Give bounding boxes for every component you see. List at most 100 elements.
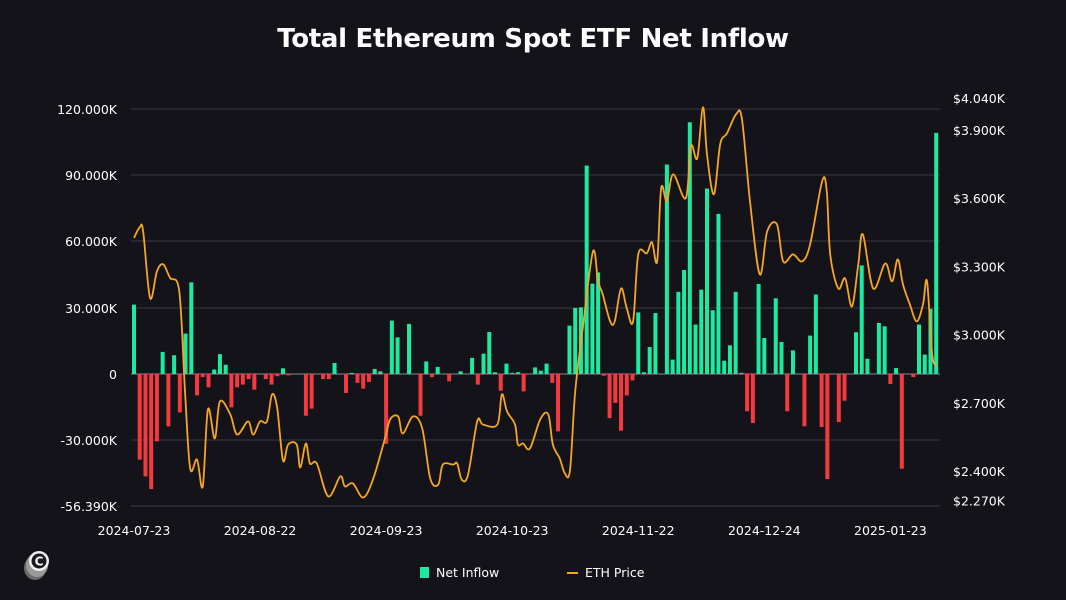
svg-text:C: C — [35, 555, 44, 569]
net-inflow-bar — [682, 270, 687, 374]
net-inflow-bar — [389, 320, 394, 374]
left-axis-tick-label: -30.000K — [61, 433, 118, 448]
net-inflow-bar — [229, 374, 234, 408]
net-inflow-bar — [836, 374, 841, 423]
net-inflow-bar — [487, 332, 492, 374]
legend-net-inflow[interactable]: Net Inflow — [420, 565, 499, 580]
net-inflow-bar — [269, 374, 274, 385]
net-inflow-bar — [395, 337, 400, 374]
net-inflow-bar — [819, 374, 824, 427]
net-inflow-bar — [492, 372, 497, 374]
net-inflow-bar — [246, 374, 251, 380]
net-inflow-bar — [533, 367, 538, 374]
net-inflow-bar — [275, 374, 280, 377]
net-inflow-bar — [447, 374, 452, 382]
x-axis-tick-label: 2025-01-23 — [854, 523, 927, 538]
right-axis-tick-label: $3.900K — [953, 123, 1006, 138]
right-axis-tick-label: $3.600K — [953, 191, 1006, 206]
net-inflow-bar — [366, 374, 371, 382]
net-inflow-bar — [773, 298, 778, 374]
net-inflow-bar — [670, 359, 675, 374]
net-inflow-bar — [596, 272, 601, 374]
net-inflow-bar — [894, 368, 899, 374]
net-inflow-bar — [263, 374, 268, 380]
legend-swatch-eth-price — [567, 571, 578, 574]
net-inflow-bar — [286, 374, 291, 376]
net-inflow-bar — [332, 362, 337, 374]
net-inflow-bar — [859, 265, 864, 374]
net-inflow-bar — [349, 372, 354, 374]
net-inflow-bar — [601, 374, 606, 376]
net-inflow-bar — [384, 374, 389, 444]
legend-eth-price[interactable]: ETH Price — [567, 565, 644, 580]
left-axis-tick-label: 90.000K — [65, 168, 118, 183]
net-inflow-bar — [653, 313, 658, 374]
net-inflow-bar — [183, 333, 188, 374]
net-inflow-bar — [235, 374, 240, 388]
net-inflow-bar — [790, 350, 795, 374]
net-inflow-bar — [739, 372, 744, 374]
net-inflow-bar — [922, 354, 927, 374]
left-axis-tick-label: 30.000K — [65, 301, 118, 316]
net-inflow-bar — [745, 374, 750, 412]
net-inflow-bar — [521, 374, 526, 392]
net-inflow-bar — [515, 372, 520, 374]
net-inflow-bar — [624, 374, 629, 396]
x-axis-tick-label: 2024-08-22 — [224, 523, 297, 538]
net-inflow-bar — [750, 374, 755, 424]
net-inflow-bar — [475, 374, 480, 385]
net-inflow-bar — [137, 374, 142, 460]
net-inflow-bar — [813, 294, 818, 374]
net-inflow-bar — [510, 372, 515, 374]
net-inflow-bar — [550, 374, 555, 383]
net-inflow-bar — [132, 304, 136, 374]
net-inflow-bar — [217, 354, 222, 374]
net-inflow-bar — [252, 374, 257, 390]
net-inflow-bar — [372, 368, 377, 374]
net-inflow-bar — [160, 351, 165, 374]
right-axis-tick-label: $2.400K — [953, 464, 1006, 479]
net-inflow-bar — [189, 282, 194, 374]
net-inflow-bar — [177, 374, 182, 413]
legend-label-net-inflow: Net Inflow — [436, 565, 500, 580]
right-axis-tick-label: $4.040K — [953, 91, 1006, 106]
net-inflow-bar — [143, 374, 148, 477]
net-inflow-bar — [825, 374, 830, 480]
net-inflow-bar — [326, 374, 331, 380]
net-inflow-bar — [687, 122, 692, 375]
right-axis-tick-label: $2.700K — [953, 396, 1006, 411]
net-inflow-bar — [166, 374, 171, 427]
net-inflow-bar — [418, 374, 423, 416]
net-inflow-bar — [361, 374, 366, 389]
net-inflow-bar — [876, 322, 881, 374]
net-inflow-bar — [779, 341, 784, 374]
net-inflow-bar — [934, 132, 939, 374]
net-inflow-bar — [584, 165, 589, 374]
net-inflow-bar — [280, 368, 285, 374]
net-inflow-bar — [424, 361, 429, 374]
net-inflow-bar — [756, 283, 761, 374]
eth-price-line — [133, 106, 938, 499]
net-inflow-bar — [573, 307, 578, 374]
x-axis-tick-label: 2024-12-24 — [728, 523, 801, 538]
net-inflow-bar — [544, 363, 549, 374]
left-axis-tick-label: 60.000K — [65, 234, 118, 249]
net-inflow-bar — [429, 374, 434, 378]
net-inflow-bar — [607, 374, 612, 419]
net-inflow-bar — [149, 374, 154, 490]
left-axis-tick-label: 120.000K — [57, 102, 118, 117]
net-inflow-bar — [705, 188, 709, 374]
net-inflow-bar — [195, 374, 200, 396]
net-inflow-bar — [481, 353, 486, 374]
net-inflow-bar — [206, 374, 211, 388]
net-inflow-bar — [240, 374, 245, 385]
net-inflow-bar — [567, 325, 572, 374]
x-axis-tick-label: 2024-09-23 — [350, 523, 423, 538]
net-inflow-bar — [676, 291, 681, 374]
net-inflow-bar — [762, 338, 767, 374]
net-inflow-bar — [470, 357, 475, 374]
net-inflow-bar — [172, 355, 177, 374]
right-axis-tick-label: $3.300K — [953, 259, 1006, 274]
left-axis-tick-label: -56.390K — [61, 499, 118, 514]
net-inflow-bar — [710, 310, 715, 374]
